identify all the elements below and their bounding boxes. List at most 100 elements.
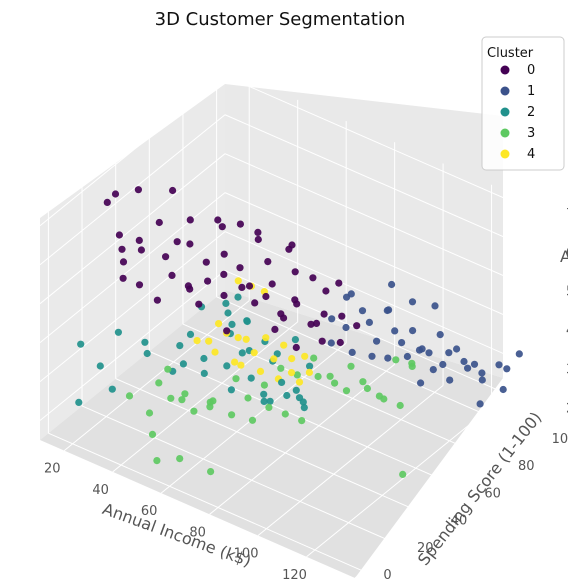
- scatter-point: [331, 379, 339, 387]
- y-grid-line: [81, 405, 398, 545]
- scatter-point: [384, 354, 392, 362]
- scatter-point: [181, 390, 189, 398]
- z-axis-label: Age: [560, 247, 568, 266]
- scatter-point: [291, 296, 299, 304]
- z-tick-label: 60: [566, 246, 568, 261]
- y-tick-label: 100: [552, 432, 568, 447]
- scatter-point: [503, 365, 511, 373]
- x-tick-label: 120: [282, 568, 307, 582]
- scatter-point: [205, 337, 213, 345]
- scatter-point: [260, 381, 268, 389]
- y-tick-label: 0: [383, 568, 391, 582]
- scatter-point: [396, 401, 404, 410]
- legend-marker: [500, 128, 510, 138]
- scatter-point: [111, 190, 120, 198]
- plot-3d-area[interactable]: 2040608010012014002040608010020304050607…: [39, 74, 568, 582]
- scatter-point: [108, 385, 116, 393]
- x-tick-label: 40: [92, 483, 109, 498]
- z-grid-line: [224, 75, 541, 215]
- x-grid-line: [354, 427, 541, 579]
- legend-label: 4: [527, 147, 535, 162]
- scatter-point: [209, 397, 217, 405]
- scatter-point: [236, 220, 244, 228]
- scatter-point: [153, 296, 161, 304]
- z-grid-line: [39, 114, 226, 266]
- y-grid-line: [48, 432, 364, 572]
- scatter-point: [238, 283, 246, 291]
- scatter-point: [167, 394, 175, 402]
- scatter-point: [307, 320, 315, 328]
- scatter-point: [353, 322, 361, 330]
- scatter-point: [336, 338, 344, 347]
- scatter-point: [193, 337, 201, 345]
- scatter-point: [439, 360, 447, 369]
- scatter-point: [338, 312, 346, 320]
- scatter-point: [168, 271, 176, 279]
- legend-title: Cluster: [487, 46, 534, 61]
- scatter-point: [342, 323, 350, 332]
- scatter-point: [306, 362, 314, 370]
- scatter-point: [385, 306, 393, 314]
- z-grid-line: [224, 153, 541, 293]
- scatter-point: [281, 410, 289, 418]
- scatter-point: [262, 334, 270, 342]
- scatter-point: [254, 228, 262, 236]
- scatter-point: [287, 369, 296, 377]
- scatter-point: [125, 392, 134, 400]
- x-tick-label: 100: [234, 547, 259, 562]
- scatter-point: [200, 354, 208, 363]
- scatter-point: [436, 331, 444, 339]
- scatter-point: [242, 335, 250, 343]
- scatter-point: [118, 245, 126, 253]
- legend: Cluster 0 1 2 3 4: [481, 36, 565, 171]
- scatter-point: [260, 397, 268, 405]
- scatter-point: [244, 394, 252, 402]
- scatter-point: [403, 352, 411, 361]
- scatter-point: [103, 198, 111, 206]
- scatter-point: [408, 298, 417, 306]
- scatter-point: [460, 357, 468, 366]
- scatter-point: [388, 280, 396, 289]
- scatter-point: [320, 310, 328, 318]
- scatter-point: [515, 350, 523, 358]
- scatter-point: [202, 258, 210, 266]
- scatter-point: [155, 379, 163, 387]
- scatter-point: [234, 277, 242, 285]
- scatter-point: [342, 387, 351, 395]
- scatter-point: [96, 362, 104, 370]
- z-grid-line: [224, 192, 541, 332]
- scatter-point: [251, 299, 259, 307]
- scatter-point: [178, 396, 186, 404]
- scatter-point: [186, 240, 194, 248]
- scatter-point: [262, 292, 270, 301]
- scatter-point: [114, 328, 122, 336]
- scatter-point: [223, 362, 231, 370]
- scatter-point: [220, 270, 228, 278]
- z-grid-line: [39, 153, 226, 305]
- scatter-point: [186, 330, 195, 338]
- scatter-point: [77, 340, 85, 348]
- legend-label: 0: [527, 63, 535, 78]
- x-grid-line: [112, 321, 299, 473]
- scatter-point: [365, 318, 373, 326]
- scatter-point: [478, 369, 486, 377]
- scatter-point: [310, 354, 318, 362]
- scatter-point: [392, 356, 400, 364]
- scatter-point: [264, 258, 272, 266]
- scatter-point: [268, 280, 276, 288]
- scatter-point: [143, 349, 151, 358]
- scatter-point: [391, 327, 399, 335]
- scatter-point: [418, 345, 426, 353]
- scatter-point: [135, 281, 144, 289]
- scatter-point: [141, 338, 149, 346]
- scatter-point: [326, 372, 334, 380]
- scatter-point: [270, 355, 278, 363]
- z-tick-label: 30: [566, 363, 568, 378]
- scatter-point: [162, 253, 170, 261]
- scatter-point: [283, 391, 291, 400]
- scatter-point: [236, 264, 244, 272]
- scatter-point: [218, 223, 226, 231]
- x-tick-label: 20: [44, 462, 61, 477]
- scatter-point: [368, 352, 376, 360]
- scatter-point: [190, 407, 198, 415]
